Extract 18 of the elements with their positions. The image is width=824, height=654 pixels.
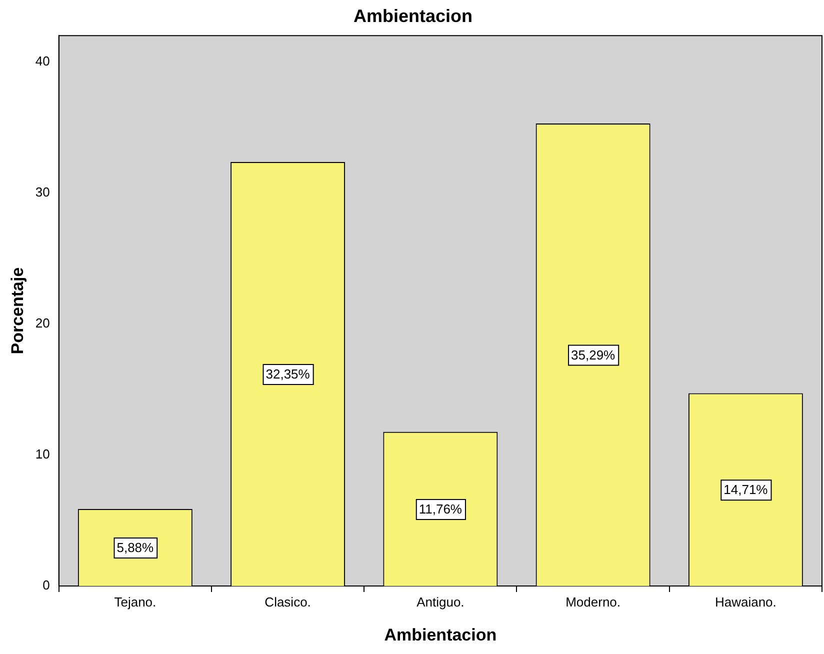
y-tick-label: 0 [42,578,50,593]
x-tick-label: Hawaiano. [714,594,776,610]
y-tick-label: 30 [35,184,50,200]
y-tick-label: 20 [35,315,50,330]
y-tick-label: 40 [35,53,50,68]
data-label: 5,88% [116,540,154,556]
x-tick-label: Tejano. [114,594,156,610]
data-label: 32,35% [266,366,310,382]
chart-title: Ambientacion [353,6,473,26]
data-label: 11,76% [418,502,462,517]
x-tick-label: Moderno. [566,594,621,610]
y-axis-title: Porcentaje [8,267,27,354]
x-tick-label: Clasico. [264,594,311,610]
y-tick-label: 10 [35,446,50,462]
x-tick-label: Antiguo. [416,594,464,610]
x-axis-title: Ambientacion [384,625,497,644]
data-label: 35,29% [571,347,616,362]
data-label: 14,71% [724,482,768,498]
